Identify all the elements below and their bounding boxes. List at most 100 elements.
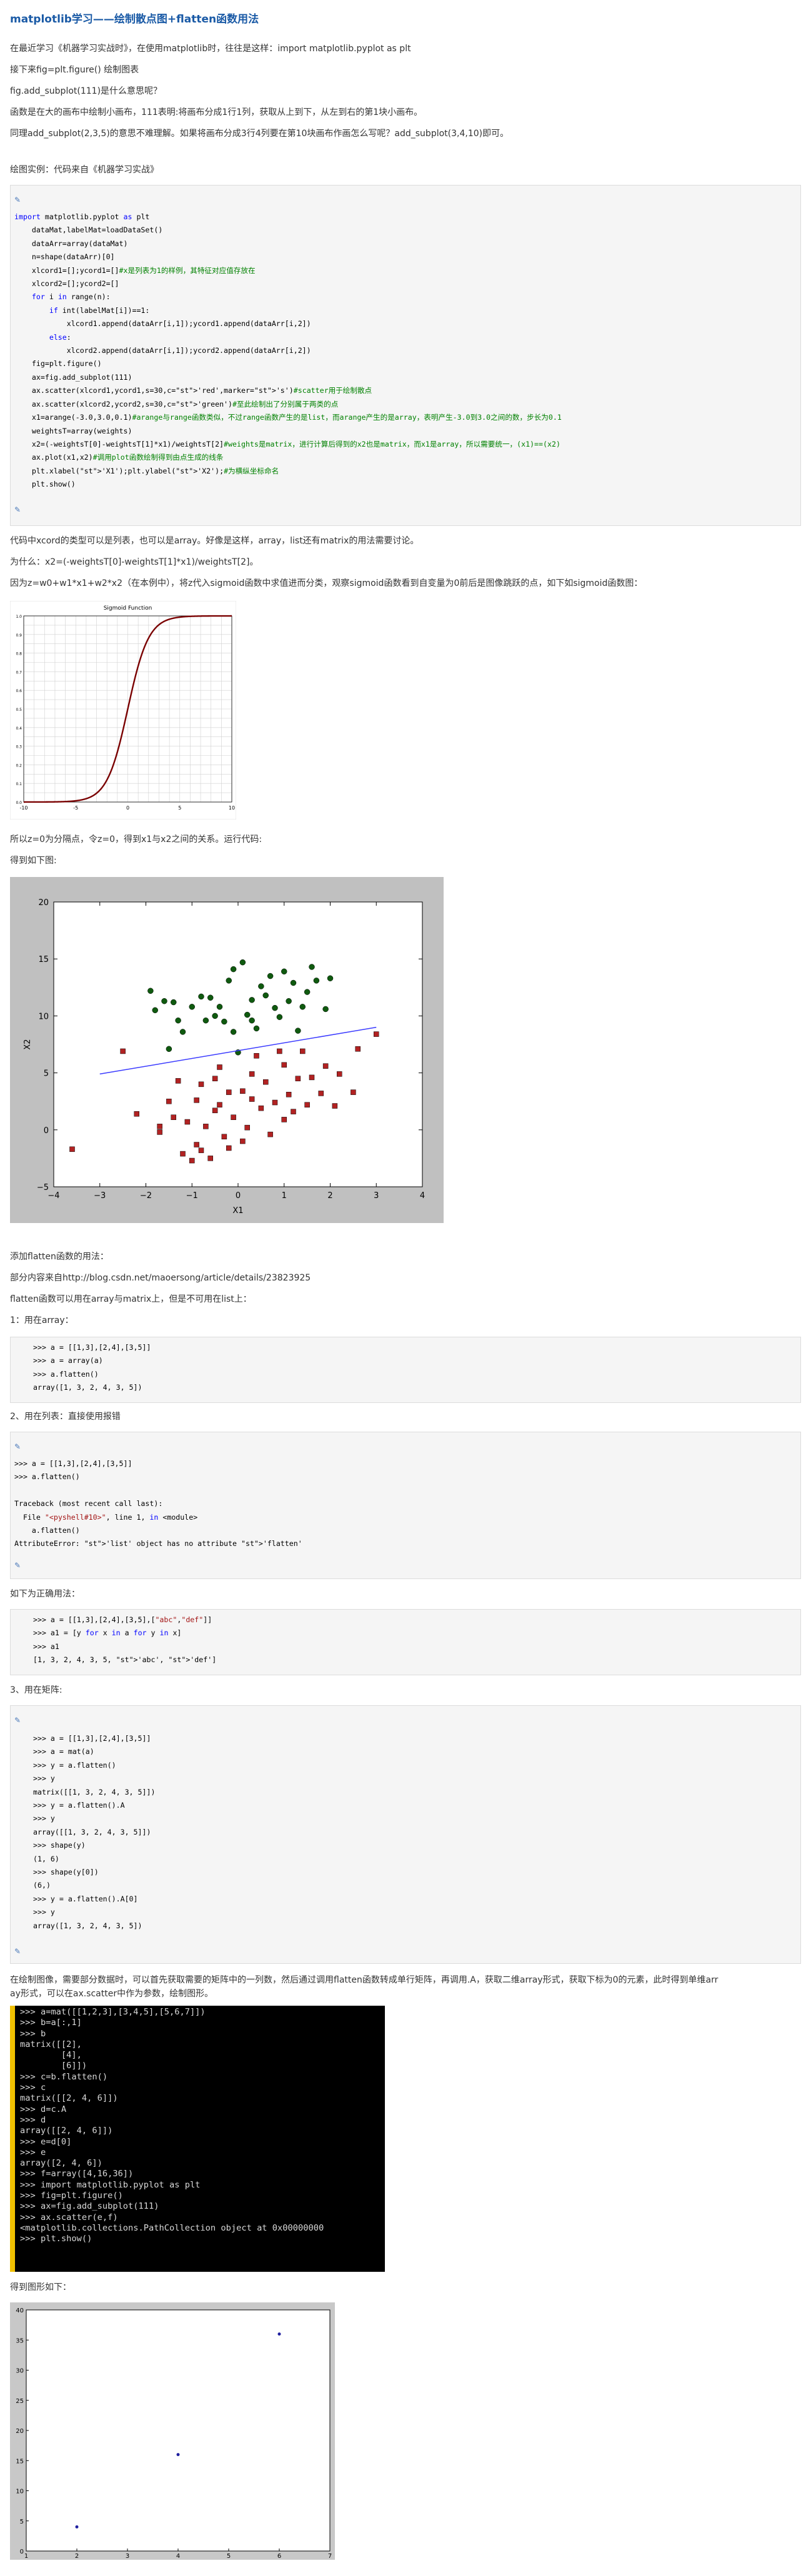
data-point bbox=[184, 1119, 191, 1125]
code-line: >>> y bbox=[33, 1908, 55, 1917]
y-tick-label: 0.9 bbox=[16, 633, 22, 638]
data-point bbox=[332, 1103, 338, 1109]
code-line: >>> a = [[1,3],[2,4],[3,5]] bbox=[33, 1734, 151, 1743]
data-point bbox=[166, 1046, 172, 1053]
data-point bbox=[207, 1156, 213, 1161]
data-point bbox=[267, 1131, 273, 1137]
x-tick-label: 7 bbox=[328, 2553, 332, 2560]
matrix-heading: 3、用在矩阵: bbox=[10, 1685, 62, 1695]
y-tick-label: 5 bbox=[20, 2519, 24, 2525]
code-line: array([1, 3, 2, 4, 3, 5]) bbox=[33, 1921, 142, 1930]
console-line: [4], bbox=[20, 2050, 82, 2061]
list-heading: 2、用在列表：直接使用报错 bbox=[10, 1412, 121, 1422]
data-point bbox=[203, 1124, 209, 1129]
data-point bbox=[171, 999, 177, 1006]
data-point bbox=[231, 1114, 236, 1120]
data-point bbox=[240, 1088, 246, 1094]
data-point bbox=[175, 1017, 181, 1024]
code-line: array([[1, 3, 2, 4, 3, 5]]) bbox=[33, 1827, 151, 1836]
console-line: >>> import matplotlib.pyplot as plt bbox=[20, 2179, 201, 2190]
x-tick-label: −4 bbox=[47, 1191, 59, 1201]
x-tick-label: 0 bbox=[236, 1191, 241, 1201]
y-tick-label: 10 bbox=[38, 1012, 49, 1021]
code-block-list: ✎ >>> a = [[1,3],[2,4],[3,5]] >>> a.flatt… bbox=[10, 1432, 801, 1579]
data-point bbox=[304, 989, 311, 995]
code-line: [1, 3, 2, 4, 3, 5, "st">'abc', "st">'def… bbox=[33, 1655, 217, 1665]
sigmoid-curve bbox=[24, 615, 232, 803]
x-tick-label: 2 bbox=[327, 1191, 332, 1201]
x-tick-label: 3 bbox=[374, 1191, 379, 1201]
data-point bbox=[254, 1053, 259, 1059]
y-tick-label: 20 bbox=[38, 898, 49, 908]
data-point bbox=[194, 1142, 199, 1147]
data-point bbox=[327, 975, 334, 981]
code-line: >>> a = array(a) bbox=[33, 1356, 103, 1365]
console-line: >>> ax=fig.add_subplot(111) bbox=[20, 2201, 159, 2212]
data-point bbox=[290, 979, 297, 986]
data-point bbox=[198, 1147, 204, 1153]
console-line: array([2, 4, 6]) bbox=[20, 2158, 102, 2169]
console-line: >>> e=d[0] bbox=[20, 2136, 72, 2147]
code-icon[interactable]: ✎ bbox=[14, 505, 21, 514]
code-icon[interactable]: ✎ bbox=[14, 196, 21, 204]
plot-frame bbox=[23, 615, 232, 803]
code-line: >>> a1 = [y for x in a for y in x] bbox=[33, 1628, 182, 1638]
data-point bbox=[161, 998, 167, 1004]
y-tick-label: 15 bbox=[38, 955, 49, 964]
console-line: <matplotlib.collections.PathCollection o… bbox=[20, 2222, 324, 2233]
code-line: ax=fig.add_subplot(111) bbox=[14, 372, 132, 382]
console-line: >>> b=a[:,1] bbox=[20, 2018, 82, 2028]
data-point bbox=[309, 1074, 315, 1081]
console-line: >>> plt.show() bbox=[20, 2234, 92, 2244]
data-point bbox=[309, 964, 315, 970]
data-point bbox=[134, 1111, 139, 1117]
code-line: AttributeError: "st">'list' object has n… bbox=[14, 1539, 302, 1548]
data-point bbox=[318, 1091, 324, 1096]
y-tick-label: 25 bbox=[16, 2398, 24, 2405]
data-point bbox=[286, 998, 292, 1004]
console-line: >>> d=c.A bbox=[20, 2104, 67, 2114]
data-point bbox=[277, 1048, 282, 1054]
code-line: >>> a = [[1,3],[2,4],[3,5]] bbox=[33, 1343, 151, 1352]
data-point bbox=[226, 1089, 232, 1095]
data-point bbox=[337, 1071, 342, 1077]
x-tick-label: −3 bbox=[94, 1191, 106, 1201]
data-point bbox=[244, 1124, 250, 1131]
code-line: >>> a = mat(a) bbox=[33, 1747, 94, 1756]
code-icon[interactable]: ✎ bbox=[14, 1716, 21, 1725]
code-line: >>> a1 bbox=[33, 1642, 59, 1651]
chart-title: Sigmoid Function bbox=[104, 605, 152, 612]
code-icon[interactable]: ✎ bbox=[14, 1442, 21, 1451]
final-scatter-chart: 1 2 3 4 5 6 7 0 5 10 15 20 25 30 35 40 bbox=[10, 2302, 335, 2560]
console-line: >>> d bbox=[20, 2114, 46, 2125]
x-tick-label: 10 bbox=[229, 805, 235, 811]
data-point bbox=[281, 1117, 287, 1122]
code-icon[interactable]: ✎ bbox=[14, 1947, 21, 1956]
para-line: 在绘制图像，需要部分数据时，可以首先获取需要的矩阵中的一列数，然后通过调用fla… bbox=[10, 1975, 719, 1985]
console-line: >>> e bbox=[20, 2147, 46, 2157]
code-line: ax.plot(x1,x2)#调用plot函数绘制得到由点生成的线条 bbox=[14, 453, 224, 462]
data-point bbox=[253, 1025, 260, 1032]
example-heading: 绘图实例：代码来自《机器学习实战》 bbox=[10, 165, 159, 175]
console-line: >>> a=mat([[1,2,3],[3,4,5],[5,6,7]]) bbox=[20, 2007, 206, 2017]
axes-frame bbox=[53, 901, 423, 1187]
code-line: >>> y = a.flatten().A[0] bbox=[33, 1894, 138, 1903]
para-line: 代码中xcord的类型可以是列表，也可以是array。好像是这样，array，l… bbox=[10, 536, 419, 546]
para-line: ay形式，可以在ax.scatter中作为参数，绘制图形。 bbox=[10, 1989, 214, 1999]
console-line: >>> c=b.flatten() bbox=[20, 2071, 108, 2082]
code-listing: >>> a = [[1,3],[2,4],[3,5]] >>> a.flatten… bbox=[14, 1457, 302, 1551]
x-tick-label: 1 bbox=[24, 2553, 28, 2560]
data-point bbox=[313, 978, 320, 984]
data-point bbox=[198, 993, 204, 1000]
para-line: flatten函数可以用在array与matrix上，但是不可用在list上： bbox=[10, 1294, 252, 1304]
x-tick-label: 3 bbox=[126, 2553, 129, 2560]
para-line: 所以z=0为分隔点，令z=0，得到x1与x2之间的关系。运行代码: bbox=[10, 835, 262, 845]
data-point bbox=[322, 1063, 329, 1069]
intro-line: 同理add_subplot(2,3,5)的意思不难理解。如果将画布分成3行4列要… bbox=[10, 129, 509, 139]
data-point bbox=[272, 1099, 278, 1106]
data-point bbox=[171, 1114, 176, 1120]
data-point bbox=[216, 1004, 223, 1010]
data-point bbox=[176, 2453, 180, 2457]
y-tick-label: 0.4 bbox=[16, 726, 22, 731]
code-icon[interactable]: ✎ bbox=[14, 1561, 21, 1570]
